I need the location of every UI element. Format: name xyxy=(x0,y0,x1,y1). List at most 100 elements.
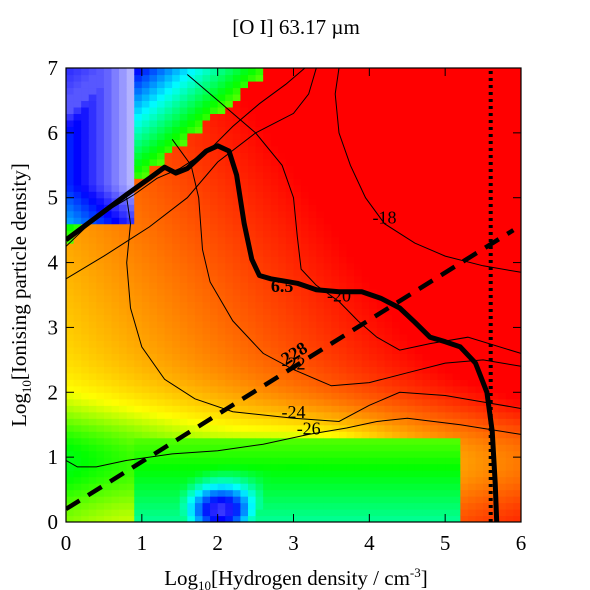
heatmap-cell xyxy=(126,463,135,471)
heatmap-cell xyxy=(141,288,151,296)
heatmap-cell xyxy=(437,405,446,413)
heatmap-cell xyxy=(134,113,143,121)
heatmap-cell xyxy=(354,126,363,134)
heatmap-cell xyxy=(498,275,507,283)
heatmap-cell xyxy=(498,119,507,127)
heatmap-cell xyxy=(111,119,120,127)
heatmap-cell xyxy=(225,392,234,400)
heatmap-cell xyxy=(483,106,492,114)
heatmap-cell xyxy=(392,249,401,257)
heatmap-cell xyxy=(187,489,196,497)
heatmap-cell xyxy=(293,366,302,374)
heatmap-cell xyxy=(96,106,105,114)
heatmap-cell xyxy=(316,93,325,102)
heatmap-cell xyxy=(119,178,128,186)
heatmap-cell xyxy=(157,346,166,354)
heatmap-cell xyxy=(278,113,287,121)
heatmap-cell xyxy=(164,243,173,251)
heatmap-cell xyxy=(202,68,211,76)
heatmap-cell xyxy=(301,158,310,166)
heatmap-cell xyxy=(73,93,82,102)
heatmap-cell xyxy=(369,320,378,329)
heatmap-cell xyxy=(134,333,143,341)
heatmap-cell xyxy=(248,80,257,89)
heatmap-cell xyxy=(407,236,416,244)
heatmap-cell xyxy=(407,178,416,186)
heatmap-cell xyxy=(513,204,521,212)
heatmap-cell xyxy=(96,288,105,296)
heatmap-cell xyxy=(217,80,226,89)
heatmap-cell xyxy=(255,119,264,127)
heatmap-cell xyxy=(96,333,105,341)
heatmap-cell xyxy=(369,496,378,504)
heatmap-cell xyxy=(270,340,279,348)
heatmap-cell xyxy=(103,165,113,173)
heatmap-cell xyxy=(164,333,173,341)
heatmap-cell xyxy=(490,288,499,296)
heatmap-cell xyxy=(445,301,454,309)
heatmap-cell xyxy=(293,152,302,160)
heatmap-cell xyxy=(81,502,90,510)
heatmap-cell xyxy=(407,424,416,432)
heatmap-cell xyxy=(66,405,75,413)
heatmap-cell xyxy=(475,431,484,439)
heatmap-cell xyxy=(263,450,272,458)
heatmap-cell xyxy=(490,327,499,335)
heatmap-cell xyxy=(149,269,158,277)
heatmap-cell xyxy=(202,346,211,354)
heatmap-cell xyxy=(361,236,370,244)
heatmap-cell xyxy=(407,444,416,452)
heatmap-cell xyxy=(308,411,317,419)
heatmap-cell xyxy=(323,210,333,218)
heatmap-cell xyxy=(103,372,113,380)
heatmap-cell xyxy=(278,424,287,432)
heatmap-cell xyxy=(483,80,492,89)
heatmap-cell xyxy=(103,288,113,296)
heatmap-cell xyxy=(323,366,333,374)
heatmap-cell xyxy=(194,275,204,283)
heatmap-cell xyxy=(81,431,90,439)
heatmap-cell xyxy=(278,80,287,89)
heatmap-cell xyxy=(111,314,120,322)
heatmap-cell xyxy=(96,366,105,374)
heatmap-cell xyxy=(467,411,477,419)
heatmap-cell xyxy=(513,275,521,283)
heatmap-cell xyxy=(361,398,370,406)
heatmap-cell xyxy=(339,106,348,114)
heatmap-cell xyxy=(187,418,196,426)
heatmap-cell xyxy=(505,243,515,251)
heatmap-cell xyxy=(172,457,181,465)
heatmap-cell xyxy=(323,275,333,283)
heatmap-cell xyxy=(308,152,317,160)
heatmap-cell xyxy=(301,217,310,225)
heatmap-cell xyxy=(88,230,97,238)
heatmap-cell xyxy=(354,489,363,497)
heatmap-cell xyxy=(301,256,310,264)
heatmap-cell xyxy=(430,113,439,121)
heatmap-cell xyxy=(157,496,166,504)
heatmap-cell xyxy=(210,204,219,212)
heatmap-cell xyxy=(179,515,188,522)
heatmap-cell xyxy=(240,295,249,303)
heatmap-cell xyxy=(111,301,120,309)
heatmap-cell xyxy=(149,483,158,491)
heatmap-cell xyxy=(278,333,287,341)
heatmap-cell xyxy=(437,145,446,153)
heatmap-cell xyxy=(460,392,469,400)
heatmap-cell xyxy=(460,340,469,348)
heatmap-cell xyxy=(513,327,521,335)
heatmap-cell xyxy=(323,496,333,504)
heatmap-cell xyxy=(308,476,317,484)
heatmap-cell xyxy=(460,515,469,522)
heatmap-cell xyxy=(278,119,287,127)
heatmap-cell xyxy=(194,327,204,335)
heatmap-cell xyxy=(126,515,135,522)
heatmap-cell xyxy=(263,87,272,95)
heatmap-cell xyxy=(316,275,325,283)
heatmap-cell xyxy=(467,509,477,517)
y-tick-label: 7 xyxy=(48,56,59,80)
heatmap-cell xyxy=(240,152,249,160)
heatmap-cell xyxy=(376,437,386,445)
heatmap-cell xyxy=(217,158,226,166)
heatmap-cell xyxy=(172,366,181,374)
